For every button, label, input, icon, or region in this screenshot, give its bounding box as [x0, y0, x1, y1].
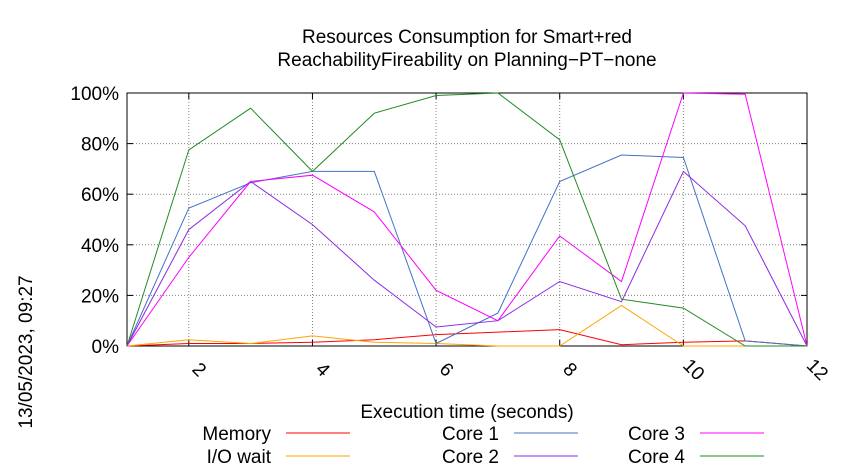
- y-tick-label: 40%: [81, 236, 119, 257]
- chart-subtitle: ReachabilityFireability on Planning−PT−n…: [277, 50, 656, 71]
- series-lines: [126, 92, 808, 347]
- x-tick-label: 2: [188, 359, 210, 381]
- legend-label-core-2: Core 2: [442, 447, 499, 468]
- grid: [127, 93, 807, 346]
- legend-label-i-o-wait: I/O wait: [207, 447, 272, 468]
- x-axis-label: Execution time (seconds): [360, 402, 573, 423]
- series-line-core-3: [126, 92, 808, 347]
- x-tick-label: 12: [802, 355, 832, 385]
- y-tick-label: 100%: [70, 84, 119, 105]
- series-line-core-2: [126, 170, 808, 347]
- y-tick-label: 20%: [81, 286, 119, 307]
- x-tick-label: 8: [558, 359, 580, 381]
- x-tick-label: 4: [311, 359, 334, 382]
- x-tick-label: 6: [435, 359, 457, 381]
- x-tick-label: 10: [678, 355, 708, 385]
- legend-label-core-1: Core 1: [442, 424, 499, 445]
- y-axis: 0% 20% 40% 60% 80% 100%: [70, 84, 807, 358]
- chart-title: Resources Consumption for Smart+red: [302, 27, 632, 48]
- legend-label-core-3: Core 3: [628, 424, 685, 445]
- series-line-core-4: [126, 92, 807, 347]
- series-line-i-o-wait: [126, 304, 807, 347]
- y-tick-label: 60%: [81, 185, 119, 206]
- y-tick-label: 0%: [92, 337, 120, 358]
- timestamp-label: 13/05/2023, 09:27: [16, 275, 37, 428]
- series-line-core-1: [126, 154, 808, 347]
- legend-label-core-4: Core 4: [628, 447, 685, 468]
- series-line-memory: [126, 329, 808, 347]
- y-tick-label: 80%: [81, 135, 119, 156]
- legend-label-memory: Memory: [202, 424, 271, 445]
- plot-frame: [126, 92, 808, 347]
